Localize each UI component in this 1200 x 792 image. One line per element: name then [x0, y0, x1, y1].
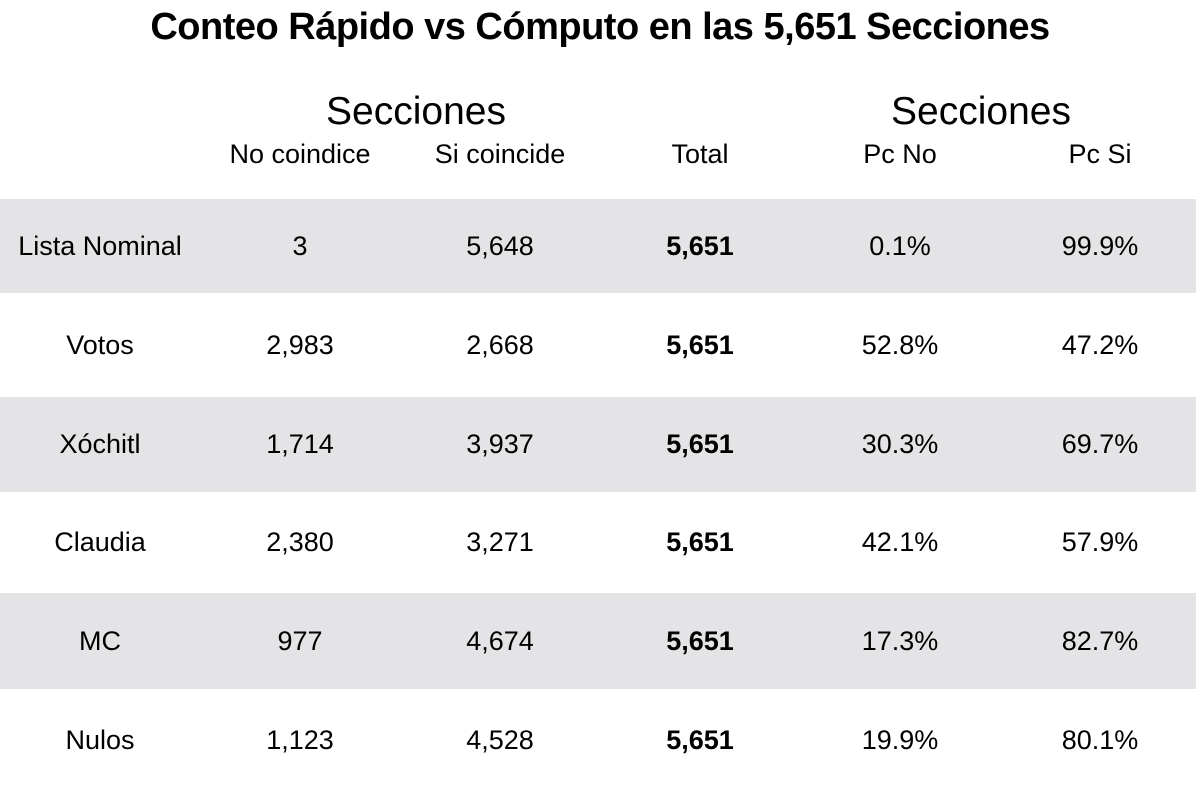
cell-pc-no: 17.3% [861, 625, 939, 656]
cell-row-label: Lista Nominal [18, 230, 182, 261]
column-header-si-coincide: Si coincide [434, 139, 566, 169]
cell-total: 5,651 [666, 725, 734, 755]
cell-pc-si: 47.2% [1061, 329, 1139, 360]
cell-total: 5,651 [666, 230, 734, 261]
cell-no-coindice: 977 [277, 625, 323, 656]
cell-si-coincide: 5,648 [466, 230, 534, 261]
table-row-claudia: Claudia 2,380 3,271 5,651 42.1% 57.9% [0, 492, 1200, 593]
cell-si-coincide: 2,668 [466, 329, 534, 360]
column-header-pc-no: Pc No [863, 139, 937, 169]
table-row-xochitl: Xóchitl 1,714 3,937 5,651 30.3% 69.7% [0, 397, 1196, 492]
cell-pc-no: 52.8% [861, 329, 939, 360]
cell-no-coindice: 1,123 [266, 725, 334, 755]
column-header-no-coindice: No coindice [229, 139, 371, 169]
group-header-secciones-left: Secciones [326, 90, 506, 133]
cell-row-label: Xóchitl [59, 429, 141, 459]
cell-no-coindice: 2,983 [266, 329, 334, 360]
cell-pc-no: 30.3% [861, 429, 939, 459]
cell-total: 5,651 [666, 625, 734, 656]
group-header-secciones-right: Secciones [891, 90, 1071, 133]
table-row-votos: Votos 2,983 2,668 5,651 52.8% 47.2% [0, 293, 1200, 397]
cell-pc-no: 0.1% [869, 230, 931, 261]
cell-pc-no: 19.9% [861, 725, 939, 755]
cell-si-coincide: 3,937 [466, 429, 534, 459]
table-row-mc: MC 977 4,674 5,651 17.3% 82.7% [0, 593, 1196, 689]
column-header-row: No coindice Si coincide Total Pc No Pc S… [0, 138, 1200, 170]
page-title: Conteo Rápido vs Cómputo en las 5,651 Se… [150, 6, 1050, 48]
cell-pc-si: 82.7% [1061, 625, 1139, 656]
cell-si-coincide: 4,674 [466, 625, 534, 656]
cell-pc-no: 42.1% [861, 527, 939, 557]
cell-row-label: MC [79, 625, 121, 656]
cell-pc-si: 69.7% [1061, 429, 1139, 459]
cell-total: 5,651 [666, 429, 734, 459]
cell-total: 5,651 [666, 329, 734, 360]
cell-pc-si: 57.9% [1061, 527, 1139, 557]
cell-no-coindice: 2,380 [266, 527, 334, 557]
cell-si-coincide: 3,271 [466, 527, 534, 557]
cell-no-coindice: 1,714 [266, 429, 334, 459]
table-body: Lista Nominal 3 5,648 5,651 0.1% 99.9% V… [0, 199, 1200, 792]
table-row-nulos: Nulos 1,123 4,528 5,651 19.9% 80.1% [0, 689, 1200, 792]
group-header-row: Secciones Secciones [0, 90, 1200, 135]
cell-row-label: Votos [66, 329, 134, 360]
column-header-total: Total [671, 139, 729, 169]
column-header-empty [0, 138, 200, 170]
cell-no-coindice: 3 [292, 230, 308, 261]
table-row-lista-nominal: Lista Nominal 3 5,648 5,651 0.1% 99.9% [0, 199, 1196, 293]
cell-row-label: Nulos [65, 725, 135, 755]
cell-row-label: Claudia [54, 527, 146, 557]
cell-si-coincide: 4,528 [466, 725, 534, 755]
cell-total: 5,651 [666, 527, 734, 557]
column-header-pc-si: Pc Si [1068, 139, 1132, 169]
cell-pc-si: 99.9% [1061, 230, 1139, 261]
table-header: Conteo Rápido vs Cómputo en las 5,651 Se… [0, 0, 1200, 199]
cell-pc-si: 80.1% [1061, 725, 1139, 755]
